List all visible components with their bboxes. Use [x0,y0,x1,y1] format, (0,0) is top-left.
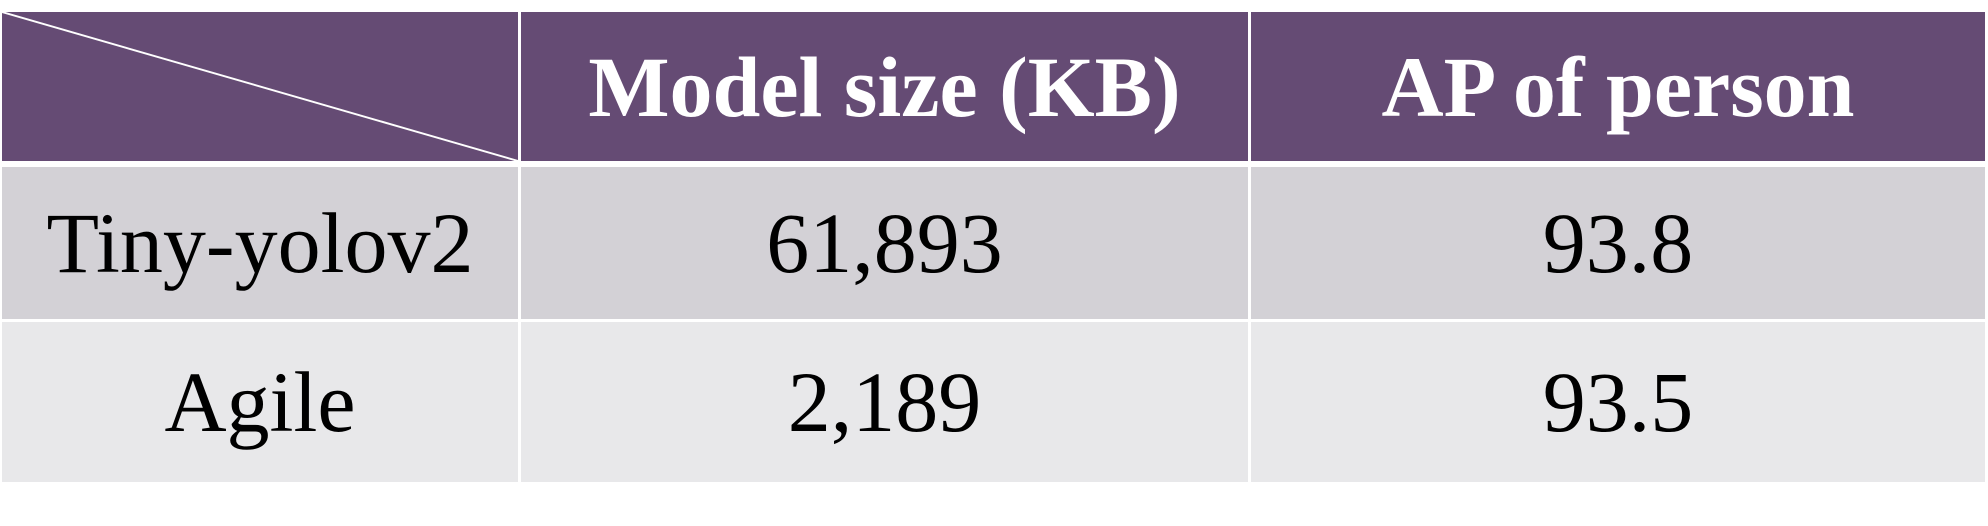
cell-ap-tiny-yolov2: 93.8 [1251,167,1985,322]
row-label-agile: Agile [2,322,521,482]
header-corner-cell [2,12,521,167]
header-model-size: Model size (KB) [521,12,1251,167]
cell-size-agile: 2,189 [521,322,1251,482]
header-ap-person: AP of person [1251,12,1985,167]
cell-ap-agile: 93.5 [1251,322,1985,482]
diagonal-divider [2,12,518,161]
row-label-tiny-yolov2: Tiny-yolov2 [2,167,521,322]
cell-size-tiny-yolov2: 61,893 [521,167,1251,322]
comparison-table: Model size (KB) AP of person Tiny-yolov2… [2,12,1985,482]
